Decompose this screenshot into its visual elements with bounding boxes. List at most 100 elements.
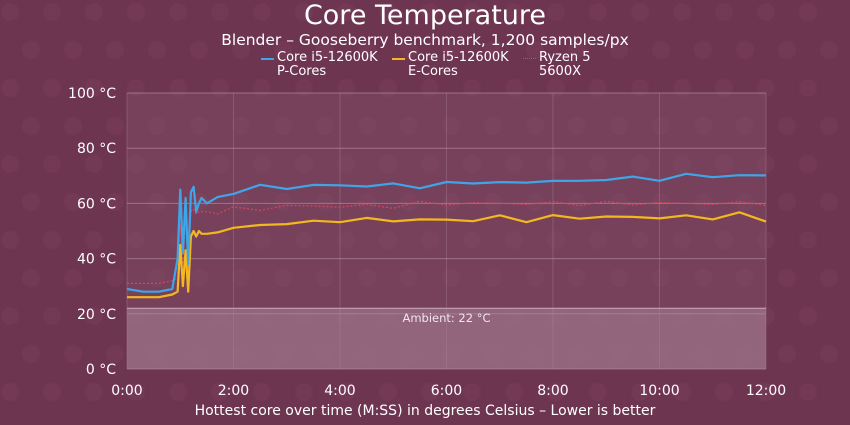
bg-dot bbox=[64, 117, 82, 135]
bg-dot bbox=[22, 193, 40, 211]
bg-dot bbox=[442, 41, 460, 59]
bg-dot bbox=[484, 193, 502, 211]
bg-dot bbox=[463, 231, 481, 249]
legend-label-e-cores: Core i5-12600K E-Cores bbox=[408, 50, 509, 79]
bg-dot bbox=[778, 117, 796, 135]
bg-dot bbox=[274, 269, 292, 287]
y-tick-label: 80 °C bbox=[77, 141, 116, 157]
bg-dot bbox=[337, 383, 355, 401]
bg-dot bbox=[106, 269, 124, 287]
bg-dot bbox=[337, 231, 355, 249]
bg-dot bbox=[442, 193, 460, 211]
bg-dot bbox=[778, 345, 796, 363]
bg-dot bbox=[484, 269, 502, 287]
bg-dot bbox=[85, 383, 103, 401]
bg-dot bbox=[820, 269, 838, 287]
bg-dot bbox=[673, 155, 691, 173]
bg-dot bbox=[589, 3, 607, 21]
bg-dot bbox=[295, 383, 313, 401]
ambient-region bbox=[127, 308, 766, 369]
bg-dot bbox=[505, 231, 523, 249]
legend-item-p-cores: Core i5-12600K P-Cores bbox=[261, 50, 378, 79]
bg-dot bbox=[610, 41, 628, 59]
chart-title: Core Temperature bbox=[303, 0, 547, 31]
legend-swatch-ryzen bbox=[523, 58, 536, 59]
bg-dot bbox=[106, 41, 124, 59]
bg-dot bbox=[463, 383, 481, 401]
bg-dot bbox=[589, 383, 607, 401]
bg-dot bbox=[421, 155, 439, 173]
bg-dot bbox=[127, 155, 145, 173]
bg-dot bbox=[505, 383, 523, 401]
bg-dot bbox=[127, 3, 145, 21]
bg-dot bbox=[463, 3, 481, 21]
bg-dot bbox=[274, 117, 292, 135]
x-tick-label: 10:00 bbox=[639, 383, 679, 399]
bg-dot bbox=[379, 155, 397, 173]
bg-dot bbox=[400, 193, 418, 211]
bg-dot bbox=[64, 41, 82, 59]
bg-dot bbox=[85, 307, 103, 325]
bg-dot bbox=[211, 155, 229, 173]
bg-dot bbox=[253, 3, 271, 21]
bg-dot bbox=[232, 117, 250, 135]
bg-dot bbox=[295, 155, 313, 173]
bg-dot bbox=[736, 269, 754, 287]
bg-dot bbox=[799, 3, 817, 21]
bg-dot bbox=[190, 269, 208, 287]
legend-label-ryzen: Ryzen 5 5600X bbox=[539, 50, 591, 79]
bg-dot bbox=[673, 3, 691, 21]
x-tick-label: 0:00 bbox=[111, 383, 142, 399]
bg-dot bbox=[526, 193, 544, 211]
bg-dot bbox=[715, 3, 733, 21]
bg-dot bbox=[547, 3, 565, 21]
bg-dot bbox=[694, 269, 712, 287]
legend-label-p-cores: Core i5-12600K P-Cores bbox=[277, 50, 378, 79]
x-axis-ticks: 0:00 2:00 4:00 6:00 8:00 10:00 12:00 bbox=[111, 383, 786, 399]
bg-dot bbox=[547, 383, 565, 401]
bg-dot bbox=[1, 231, 19, 249]
bg-dot bbox=[106, 117, 124, 135]
bg-dot bbox=[421, 231, 439, 249]
bg-dot bbox=[589, 155, 607, 173]
y-tick-label: 20 °C bbox=[77, 307, 116, 323]
bg-dot bbox=[652, 117, 670, 135]
x-tick-label: 2:00 bbox=[218, 383, 249, 399]
x-tick-label: 4:00 bbox=[324, 383, 355, 399]
bg-dot bbox=[316, 193, 334, 211]
x-tick-label: 8:00 bbox=[537, 383, 568, 399]
legend-swatch-p-cores bbox=[261, 58, 274, 60]
bg-dot bbox=[652, 269, 670, 287]
series-line-0 bbox=[126, 172, 767, 293]
bg-dot bbox=[253, 155, 271, 173]
bg-dot bbox=[169, 383, 187, 401]
series-line-1 bbox=[127, 211, 767, 299]
legend-swatch-e-cores bbox=[392, 58, 405, 60]
bg-dot bbox=[190, 41, 208, 59]
bg-dot bbox=[85, 79, 103, 97]
legend-item-e-cores: Core i5-12600K E-Cores bbox=[392, 50, 509, 79]
bg-dot bbox=[85, 231, 103, 249]
bg-dot bbox=[43, 231, 61, 249]
bg-dot bbox=[43, 307, 61, 325]
x-tick-label: 12:00 bbox=[746, 383, 786, 399]
bg-dot bbox=[715, 155, 733, 173]
bg-dot bbox=[715, 231, 733, 249]
bg-dot bbox=[253, 383, 271, 401]
bg-dot bbox=[484, 41, 502, 59]
bg-dot bbox=[631, 3, 649, 21]
bg-dot bbox=[778, 269, 796, 287]
bg-dot bbox=[253, 231, 271, 249]
bg-dot bbox=[463, 155, 481, 173]
bg-dot bbox=[22, 269, 40, 287]
bg-dot bbox=[43, 383, 61, 401]
bg-dot bbox=[568, 269, 586, 287]
bg-dot bbox=[22, 117, 40, 135]
bg-dot bbox=[64, 193, 82, 211]
bg-dot bbox=[127, 231, 145, 249]
bg-dot bbox=[22, 41, 40, 59]
bg-dot bbox=[757, 383, 775, 401]
bg-dot bbox=[568, 193, 586, 211]
bg-dot bbox=[148, 117, 166, 135]
